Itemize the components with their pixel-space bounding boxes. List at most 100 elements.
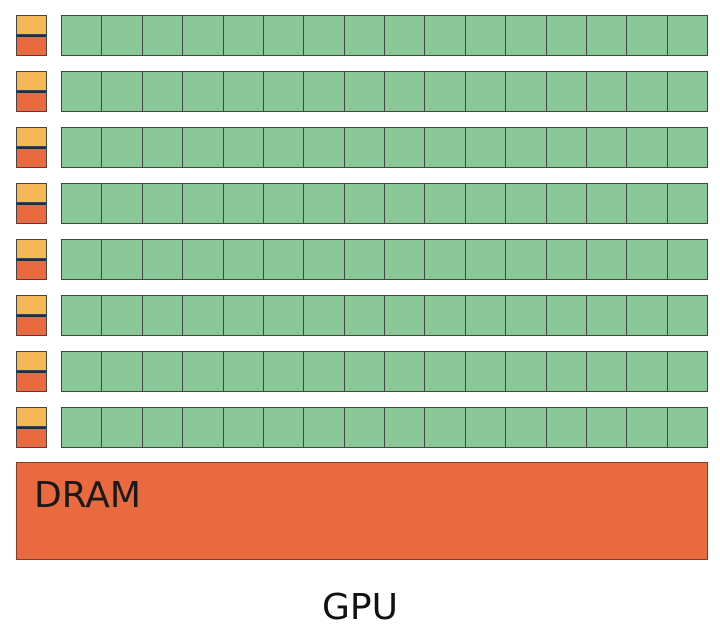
core-cell: [425, 16, 466, 55]
multiprocessor-row: [0, 127, 720, 168]
core-cell: [344, 296, 385, 335]
cache-block: [16, 427, 47, 448]
core-array: [61, 15, 708, 56]
core-cell: [62, 184, 103, 223]
core-cell: [627, 16, 668, 55]
core-cell: [344, 184, 385, 223]
core-cell: [667, 296, 707, 335]
core-cell: [183, 16, 224, 55]
core-cell: [627, 72, 668, 111]
core-cell: [385, 128, 426, 167]
core-cell: [183, 128, 224, 167]
core-array: [61, 71, 708, 112]
gpu-label: GPU: [322, 587, 398, 628]
core-cell: [627, 184, 668, 223]
core-cell: [506, 184, 547, 223]
core-cell: [304, 408, 345, 447]
core-cell: [183, 352, 224, 391]
core-cell: [425, 128, 466, 167]
core-cell: [506, 72, 547, 111]
core-cell: [506, 128, 547, 167]
core-array: [61, 239, 708, 280]
core-cell: [102, 296, 143, 335]
core-cell: [102, 16, 143, 55]
core-cell: [586, 128, 628, 167]
core-cell: [385, 296, 426, 335]
cache-block: [16, 147, 47, 168]
core-cell: [546, 184, 587, 223]
control-block: [16, 407, 47, 427]
dram-label: DRAM: [34, 475, 141, 516]
core-cell: [667, 16, 707, 55]
core-cell: [62, 408, 103, 447]
core-cell: [627, 352, 668, 391]
core-cell: [425, 72, 466, 111]
core-cell: [385, 352, 426, 391]
core-cell: [142, 72, 184, 111]
core-cell: [586, 16, 628, 55]
core-cell: [465, 128, 507, 167]
core-cell: [344, 240, 385, 279]
core-cell: [142, 296, 184, 335]
cache-block: [16, 35, 47, 56]
control-block: [16, 295, 47, 315]
core-cell: [263, 296, 305, 335]
cache-block: [16, 259, 47, 280]
multiprocessor-row: [0, 295, 720, 336]
control-cache-unit: [16, 407, 47, 448]
core-cell: [62, 16, 103, 55]
core-cell: [344, 72, 385, 111]
core-cell: [344, 128, 385, 167]
core-cell: [62, 128, 103, 167]
core-cell: [546, 352, 587, 391]
core-cell: [223, 16, 264, 55]
core-cell: [586, 352, 628, 391]
core-cell: [506, 16, 547, 55]
cache-block: [16, 371, 47, 392]
core-cell: [344, 408, 385, 447]
core-cell: [627, 128, 668, 167]
core-cell: [546, 408, 587, 447]
core-cell: [425, 184, 466, 223]
core-cell: [304, 72, 345, 111]
core-cell: [304, 16, 345, 55]
core-cell: [142, 240, 184, 279]
core-cell: [546, 16, 587, 55]
core-cell: [263, 72, 305, 111]
core-cell: [142, 128, 184, 167]
core-cell: [506, 240, 547, 279]
core-array: [61, 407, 708, 448]
control-block: [16, 71, 47, 91]
core-cell: [425, 408, 466, 447]
core-cell: [183, 72, 224, 111]
core-cell: [304, 296, 345, 335]
core-cell: [667, 184, 707, 223]
core-cell: [465, 240, 507, 279]
control-cache-unit: [16, 239, 47, 280]
core-cell: [344, 16, 385, 55]
control-cache-unit: [16, 15, 47, 56]
core-array: [61, 351, 708, 392]
core-cell: [102, 352, 143, 391]
core-cell: [385, 72, 426, 111]
core-cell: [667, 352, 707, 391]
core-cell: [546, 72, 587, 111]
core-cell: [102, 408, 143, 447]
multiprocessor-row: [0, 15, 720, 56]
core-cell: [263, 128, 305, 167]
core-cell: [586, 240, 628, 279]
core-array: [61, 183, 708, 224]
control-block: [16, 183, 47, 203]
core-cell: [223, 184, 264, 223]
core-cell: [667, 128, 707, 167]
core-cell: [263, 16, 305, 55]
core-cell: [102, 72, 143, 111]
core-cell: [667, 408, 707, 447]
control-cache-unit: [16, 127, 47, 168]
control-cache-unit: [16, 295, 47, 336]
core-cell: [586, 184, 628, 223]
core-cell: [586, 296, 628, 335]
core-cell: [102, 128, 143, 167]
core-cell: [304, 240, 345, 279]
